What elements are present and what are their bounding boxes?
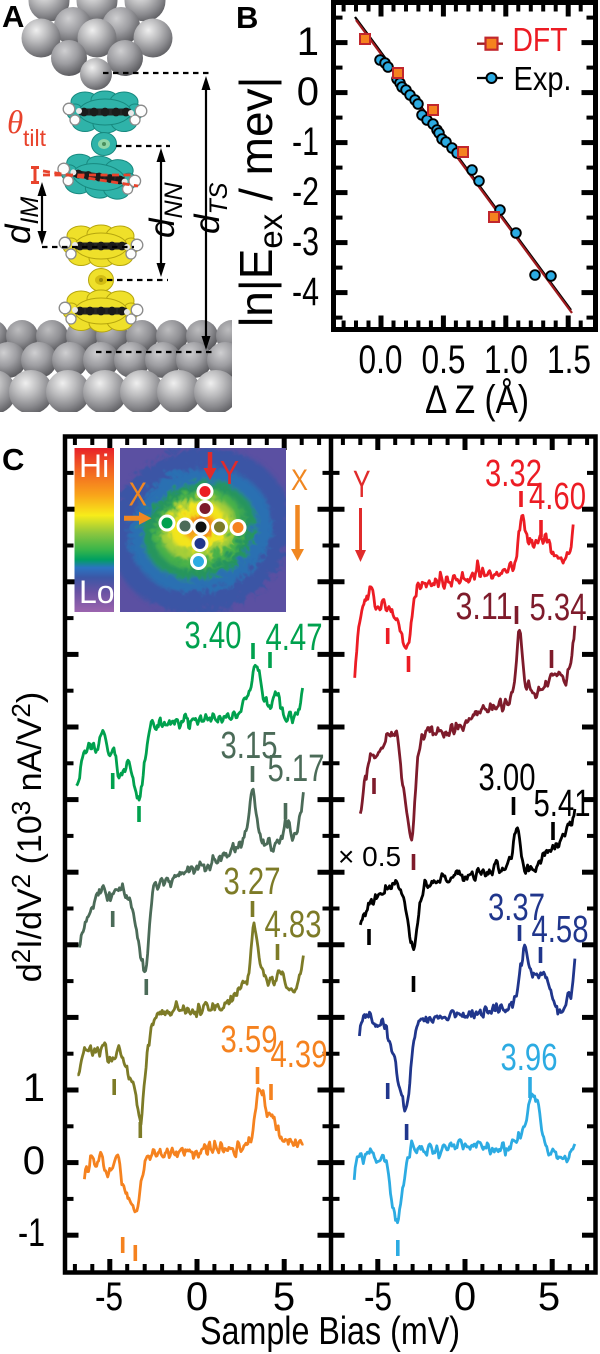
svg-text:B: B	[236, 0, 258, 35]
svg-text:Y: Y	[353, 464, 371, 506]
svg-text:Hi: Hi	[79, 448, 109, 484]
svg-text:ln|Eex / mev|: ln|Eex / mev|	[230, 77, 289, 328]
svg-text:5.17: 5.17	[268, 748, 325, 790]
svg-text:-4: -4	[292, 270, 319, 314]
svg-text:θ: θ	[7, 105, 23, 141]
svg-text:3.11: 3.11	[456, 586, 513, 628]
svg-text:5: 5	[538, 1275, 560, 1319]
svg-text:0: 0	[23, 1139, 45, 1183]
svg-text:0.0: 0.0	[359, 338, 403, 382]
svg-text:3.00: 3.00	[479, 757, 536, 799]
svg-text:4.39: 4.39	[271, 1034, 328, 1076]
svg-text:Y: Y	[220, 454, 239, 491]
svg-text:0.5: 0.5	[422, 338, 466, 382]
svg-text:-3: -3	[292, 220, 319, 264]
svg-text:-5: -5	[364, 1275, 392, 1319]
svg-text:C: C	[2, 442, 24, 477]
svg-text:3.15: 3.15	[221, 725, 278, 767]
svg-text:-1: -1	[292, 120, 319, 164]
svg-text:0: 0	[297, 70, 319, 114]
svg-text:1.0: 1.0	[484, 338, 528, 382]
svg-text:5: 5	[273, 1275, 295, 1319]
svg-text:4.58: 4.58	[532, 909, 589, 951]
svg-text:X: X	[291, 464, 308, 497]
svg-text:-5: -5	[95, 1275, 123, 1319]
svg-text:4.60: 4.60	[529, 476, 586, 518]
svg-text:× 0.5: × 0.5	[338, 841, 401, 872]
svg-text:1: 1	[297, 20, 319, 64]
svg-text:3.37: 3.37	[488, 887, 545, 929]
svg-text:Δ Z (Å): Δ Z (Å)	[425, 377, 529, 422]
svg-text:DFT: DFT	[513, 21, 568, 58]
svg-text:3.40: 3.40	[185, 615, 242, 657]
svg-text:dTS: dTS	[188, 182, 233, 234]
svg-text:Sample Bias (mV): Sample Bias (mV)	[200, 1310, 460, 1353]
svg-text:-2: -2	[292, 170, 319, 214]
svg-text:3.32: 3.32	[485, 453, 542, 495]
svg-text:-1: -1	[18, 1211, 45, 1255]
svg-text:d2I/dV2 (103 nA/V2): d2I/dV2 (103 nA/V2)	[6, 692, 49, 982]
svg-text:4.47: 4.47	[266, 617, 323, 659]
svg-text:3.27: 3.27	[224, 861, 281, 903]
svg-text:tilt: tilt	[23, 125, 47, 151]
svg-text:A: A	[2, 0, 24, 34]
svg-text:Exp.: Exp.	[514, 60, 572, 97]
svg-text:1: 1	[23, 1066, 45, 1110]
svg-text:0: 0	[186, 1275, 208, 1319]
svg-text:0: 0	[454, 1275, 476, 1319]
svg-text:X: X	[129, 476, 148, 513]
svg-text:1.5: 1.5	[547, 338, 591, 382]
svg-text:Lo: Lo	[79, 574, 115, 610]
svg-text:5.34: 5.34	[530, 587, 587, 629]
svg-text:4.83: 4.83	[265, 904, 322, 946]
svg-text:3.59: 3.59	[221, 1019, 278, 1061]
svg-text:5.41: 5.41	[534, 783, 591, 825]
svg-text:3.96: 3.96	[501, 1037, 558, 1079]
